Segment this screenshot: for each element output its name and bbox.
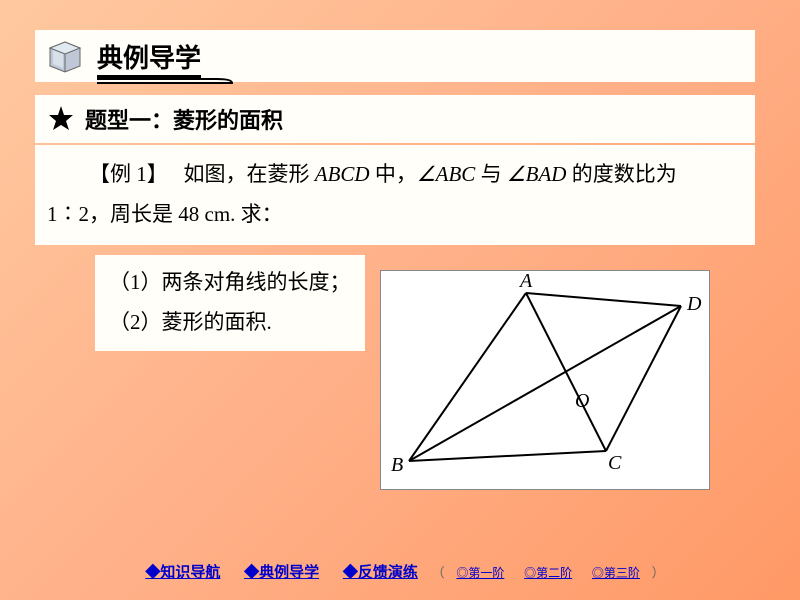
nav-footer: ◆知识导航 ◆典例导学 ◆反馈演练 （ ◎第一阶 ◎第二阶 ◎第三阶 ）	[0, 561, 800, 582]
svg-text:C: C	[608, 452, 622, 474]
topic-section: 题型一：菱形的面积	[35, 95, 755, 143]
question-1: （1）两条对角线的长度；	[109, 263, 351, 303]
question-2: （2）菱形的面积.	[109, 303, 351, 343]
nav-stage2[interactable]: ◎第二阶	[524, 566, 572, 580]
nav-stage1[interactable]: ◎第一阶	[456, 566, 504, 580]
problem-section: 【例 1】 如图，在菱形 ABCD 中，∠ABC 与 ∠BAD 的度数比为 1∶…	[35, 145, 755, 245]
svg-text:O: O	[575, 390, 589, 412]
svg-text:B: B	[391, 454, 403, 476]
nav-examples[interactable]: ◆典例导学	[244, 564, 319, 581]
problem-t1: 如图，在菱形	[184, 162, 315, 186]
svg-text:A: A	[518, 271, 533, 292]
header-title: 典例导学	[97, 43, 201, 78]
problem-t2: 中，	[370, 162, 417, 186]
topic-text: 题型一：菱形的面积	[85, 103, 283, 135]
angle-bad: ∠BAD	[507, 162, 567, 186]
angle-abc: ∠ABC	[417, 162, 476, 186]
rhombus-diagram: A D C B O	[380, 270, 710, 490]
diagram-svg: A D C B O	[381, 271, 711, 491]
star-icon	[47, 105, 75, 133]
shape-abcd: ABCD	[315, 162, 370, 186]
paren-open: （	[432, 565, 445, 580]
nav-stage3[interactable]: ◎第三阶	[592, 566, 640, 580]
paren-close: ）	[652, 565, 665, 580]
problem-t3: 与	[475, 162, 507, 186]
nav-feedback[interactable]: ◆反馈演练	[343, 564, 418, 581]
header-section: 典例导学	[35, 30, 755, 82]
svg-text:D: D	[686, 293, 702, 315]
topic-title: 菱形的面积	[173, 108, 283, 133]
topic-prefix: 题型一：	[85, 108, 173, 133]
problem-label: 【例 1】	[89, 162, 168, 186]
sub-questions: （1）两条对角线的长度； （2）菱形的面积.	[95, 255, 365, 351]
header-underline	[97, 77, 237, 85]
nav-knowledge[interactable]: ◆知识导航	[145, 564, 220, 581]
book-icon	[45, 36, 85, 76]
